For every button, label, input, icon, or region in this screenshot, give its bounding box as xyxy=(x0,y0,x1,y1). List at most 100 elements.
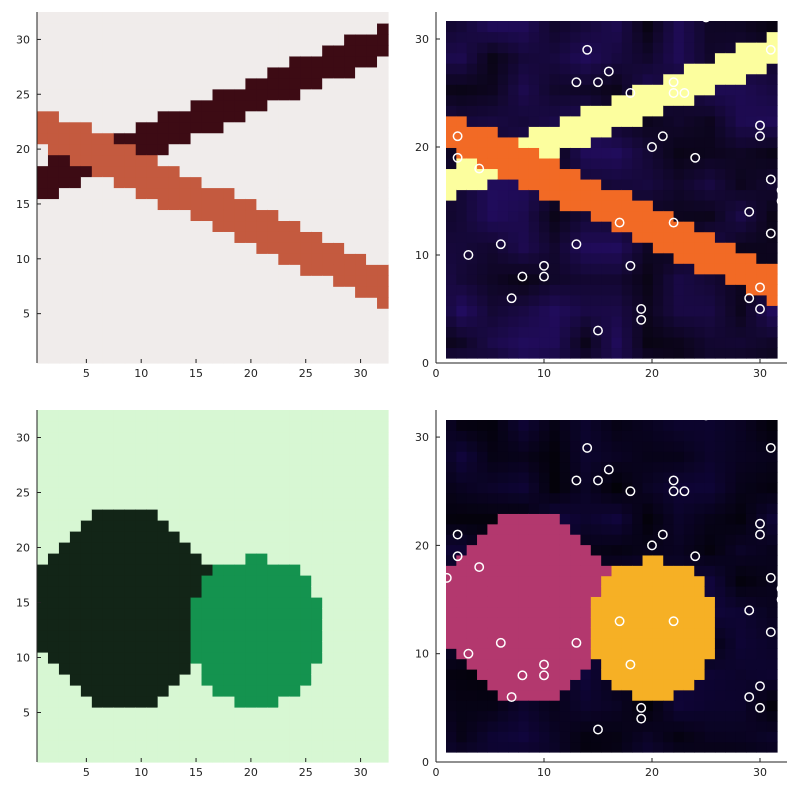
heatmap-cell xyxy=(267,641,279,653)
heatmap-cell xyxy=(289,465,301,477)
heatmap-cell xyxy=(179,242,192,254)
heatmap-cell xyxy=(278,33,290,46)
heatmap-cell xyxy=(212,165,225,178)
heatmap-cell xyxy=(642,263,654,275)
heatmap-cell xyxy=(366,330,378,342)
heatmap-cell xyxy=(735,492,747,504)
heatmap-cell xyxy=(652,741,664,753)
heatmap-cell xyxy=(256,476,268,488)
heatmap-cell xyxy=(58,729,71,741)
heatmap-cell xyxy=(694,617,706,629)
heatmap-cell xyxy=(539,637,551,649)
heatmap-cell xyxy=(663,440,675,452)
heatmap-cell xyxy=(333,476,345,488)
heatmap-cell xyxy=(322,121,334,134)
heatmap-cell xyxy=(735,231,747,243)
heatmap-cell xyxy=(179,740,192,752)
heatmap-cell xyxy=(539,189,551,201)
heatmap-cell xyxy=(570,741,582,753)
heatmap-cell xyxy=(256,498,268,510)
heatmap-cell xyxy=(766,326,778,338)
heatmap-cell xyxy=(157,99,170,112)
heatmap-cell xyxy=(69,77,82,90)
heatmap-cell xyxy=(756,492,768,504)
heatmap-cell xyxy=(124,352,137,364)
heatmap-cell xyxy=(157,465,170,477)
heatmap-cell xyxy=(601,52,613,64)
heatmap-cell xyxy=(311,476,323,488)
heatmap-cell xyxy=(663,420,675,431)
heatmap-cell xyxy=(146,443,159,455)
heatmap-cell xyxy=(322,154,334,167)
heatmap-cell xyxy=(559,252,571,264)
heatmap-cell xyxy=(559,658,571,670)
heatmap-cell xyxy=(466,710,478,722)
heatmap-cell xyxy=(446,586,457,597)
heatmap-cell xyxy=(508,284,519,296)
heatmap-cell xyxy=(466,741,478,753)
scatter-point xyxy=(603,66,614,77)
heatmap-cell xyxy=(58,209,71,222)
heatmap-cell xyxy=(146,608,159,620)
heatmap-cell xyxy=(37,55,49,68)
heatmap-cell xyxy=(766,200,778,212)
heatmap-cell xyxy=(714,231,726,243)
heatmap-cell xyxy=(80,99,93,112)
heatmap-cell xyxy=(632,731,644,743)
heatmap-cell xyxy=(745,294,757,306)
heatmap-cell xyxy=(528,669,540,680)
heatmap-cell xyxy=(333,696,345,708)
heatmap-cell xyxy=(456,147,468,159)
heatmap-cell xyxy=(652,617,664,629)
heatmap-cell xyxy=(559,523,571,535)
scatter-point xyxy=(506,692,517,702)
heatmap-cell xyxy=(518,21,530,33)
heatmap-cell xyxy=(621,73,633,85)
heatmap-cell xyxy=(497,461,509,473)
heatmap-cell xyxy=(124,663,137,675)
heatmap-cell xyxy=(157,520,170,532)
heatmap-cell xyxy=(487,720,499,732)
heatmap-cell xyxy=(642,637,654,649)
heatmap-cell xyxy=(201,330,214,342)
heatmap-cell xyxy=(735,513,747,525)
heatmap-cell xyxy=(487,305,499,317)
heatmap-cell xyxy=(456,575,468,587)
heatmap-cell xyxy=(124,465,137,477)
heatmap-cell xyxy=(212,432,225,444)
heatmap-cell xyxy=(725,461,737,473)
heatmap-cell xyxy=(601,284,613,296)
heatmap-cell xyxy=(102,685,115,697)
heatmap-cell xyxy=(333,121,345,134)
heatmap-cell xyxy=(157,729,170,741)
heatmap-cell xyxy=(621,617,633,629)
heatmap-cell xyxy=(714,575,726,587)
heatmap-cell xyxy=(714,94,726,106)
y-tick-label: 20 xyxy=(16,143,30,156)
heatmap-cell xyxy=(179,608,192,620)
heatmap-cell xyxy=(168,231,181,243)
heatmap-cell xyxy=(528,84,540,96)
scatter-point xyxy=(776,594,787,605)
heatmap-cell xyxy=(528,326,540,338)
heatmap-cell xyxy=(146,509,159,521)
heatmap-cell xyxy=(745,94,757,106)
heatmap-cell xyxy=(91,729,104,741)
heatmap-cell xyxy=(157,542,170,554)
heatmap-cell xyxy=(673,451,685,463)
heatmap-cell xyxy=(497,294,509,306)
heatmap-cell xyxy=(642,451,654,463)
heatmap-cell xyxy=(190,220,203,232)
heatmap-cell xyxy=(766,178,778,191)
heatmap-cell xyxy=(157,674,170,686)
heatmap-cell xyxy=(735,451,747,463)
scatter-point xyxy=(765,174,776,185)
heatmap-cell xyxy=(91,319,104,331)
scatter-point xyxy=(776,196,787,206)
heatmap-cell xyxy=(549,63,561,75)
heatmap-cell xyxy=(487,586,499,597)
heatmap-cell xyxy=(223,209,236,222)
heatmap-cell xyxy=(683,617,695,629)
heatmap-cell xyxy=(179,652,192,664)
heatmap-cell xyxy=(673,231,685,243)
